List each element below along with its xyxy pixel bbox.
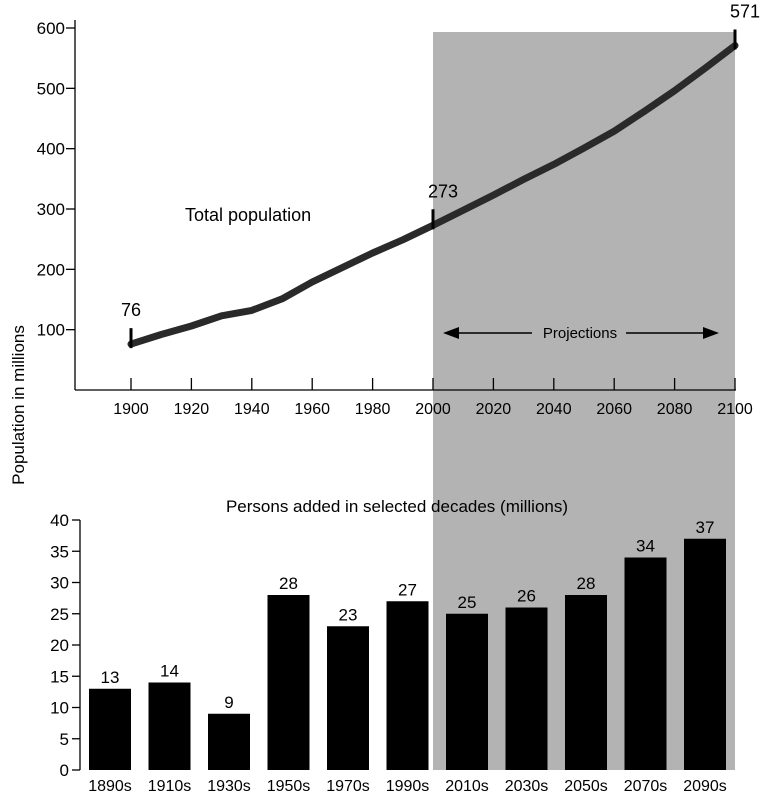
persons-added-y-tick-label: 25 [50, 605, 69, 624]
bar-value-label: 14 [160, 662, 179, 681]
bar-category-label: 2050s [564, 778, 608, 795]
bar-category-label: 1890s [88, 778, 132, 795]
bar-value-label: 23 [339, 605, 358, 624]
bar-category-label: 2090s [683, 778, 727, 795]
bar [684, 538, 726, 770]
bar-category-label: 1970s [326, 778, 370, 795]
bar-value-label: 25 [458, 593, 477, 612]
projections-arrow-left-head [443, 327, 459, 339]
bar-value-label: 26 [517, 587, 536, 606]
persons-added-title: Persons added in selected decades (milli… [226, 497, 568, 516]
persons-added-y-tick-label: 20 [50, 636, 69, 655]
persons-added-y-tick-label: 15 [50, 667, 69, 686]
population-x-tick-label: 1900 [113, 401, 149, 418]
persons-added-bars: 13 1890s 14 1910s 9 1930s 28 1950s 23 1970s 27 1990… [88, 518, 727, 795]
total-population-annotation: Total population [185, 205, 311, 225]
population-x-tick-label: 1920 [174, 401, 210, 418]
bar-value-label: 37 [696, 518, 715, 537]
persons-added-y-tick-label: 5 [60, 730, 69, 749]
bar [505, 607, 548, 770]
persons-added-y-ticks: 0 5 10 15 20 25 30 35 40 [50, 511, 80, 780]
population-point-label: 76 [121, 300, 141, 320]
population-x-tick-label: 2100 [717, 401, 753, 418]
bar-category-label: 2030s [505, 778, 549, 795]
bar [386, 601, 429, 770]
population-x-ticks: 1900 1920 1940 1960 1980 2000 2020 2040 2060 2080… [113, 378, 753, 418]
population-point-label: 273 [428, 181, 458, 201]
population-x-tick-label: 2020 [476, 401, 512, 418]
bar-value-label: 27 [398, 580, 417, 599]
population-x-tick-label: 2080 [657, 401, 693, 418]
bar [89, 688, 131, 770]
population-x-tick-label: 2060 [596, 401, 632, 418]
population-x-tick-label: 2040 [536, 401, 572, 418]
persons-added-chart: Persons added in selected decades (milli… [50, 497, 727, 795]
bar-category-label: 2010s [445, 778, 489, 795]
population-y-tick-label: 300 [37, 200, 65, 219]
bar [565, 595, 607, 770]
population-markers: 76 273 571 [121, 1, 760, 349]
bar [148, 682, 191, 770]
population-x-tick-label: 1960 [294, 401, 330, 418]
bar-category-label: 1990s [386, 778, 430, 795]
population-y-tick-label: 100 [37, 321, 65, 340]
bar-category-label: 1950s [267, 778, 311, 795]
bar-category-label: 1930s [207, 778, 251, 795]
bar-value-label: 13 [101, 668, 120, 687]
persons-added-y-tick-label: 30 [50, 574, 69, 593]
population-y-tick-label: 500 [37, 79, 65, 98]
population-y-tick-label: 200 [37, 260, 65, 279]
population-y-ticks: 100 200 300 400 500 600 [37, 19, 75, 340]
bar-value-label: 28 [577, 574, 596, 593]
y-axis-title: Population in millions [9, 325, 28, 485]
population-point-label: 571 [730, 1, 760, 21]
projections-arrow [443, 327, 719, 339]
population-x-tick-label: 1980 [355, 401, 391, 418]
population-x-tick-label: 1940 [234, 401, 270, 418]
bar-category-label: 2070s [624, 778, 668, 795]
population-x-tick-label: 2000 [415, 401, 451, 418]
bar-value-label: 28 [279, 574, 298, 593]
projections-label: Projections [543, 325, 617, 342]
bar-category-label: 1910s [148, 778, 192, 795]
persons-added-y-tick-label: 0 [60, 761, 69, 780]
projections-arrow-right-head [703, 327, 719, 339]
bar [327, 626, 369, 770]
bar [624, 557, 667, 770]
persons-added-y-tick-label: 10 [50, 699, 69, 718]
bar [446, 613, 488, 770]
bar [208, 713, 250, 770]
bar-value-label: 9 [224, 693, 233, 712]
population-y-tick-label: 400 [37, 140, 65, 159]
persons-added-y-tick-label: 40 [50, 511, 69, 530]
bar [267, 595, 310, 770]
persons-added-y-tick-label: 35 [50, 542, 69, 561]
population-y-tick-label: 600 [37, 19, 65, 38]
bar-value-label: 34 [636, 537, 655, 556]
total-population-chart: 100 200 300 400 500 600 1900 1920 1940 1960 1980 2… [37, 1, 760, 418]
